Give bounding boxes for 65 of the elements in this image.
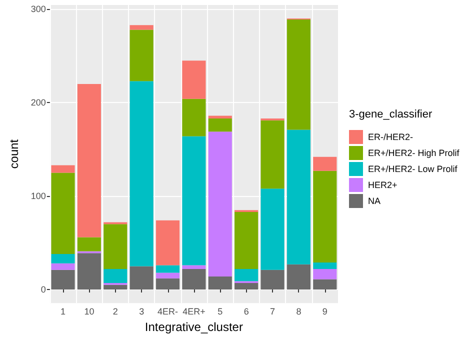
legend-title: 3-gene_classifier [349,108,432,120]
bar [130,25,154,30]
bar [313,262,337,269]
bar [182,265,206,269]
bar [104,224,128,269]
bar [286,264,310,290]
x-tick-label: 7 [270,306,276,317]
bar [260,270,284,290]
bar [208,116,232,119]
bar [182,268,206,290]
bar [260,188,284,270]
y-axis-title: count [7,138,21,169]
legend-label: ER-/HER2- [368,132,414,142]
bar [51,165,75,173]
x-tick-label: 4ER- [158,306,178,317]
x-tick-label: 10 [84,306,94,317]
x-tick-label: 6 [244,306,249,317]
bar [130,30,154,82]
legend-label: ER+/HER2- Low Prolif [368,164,458,174]
bar [234,268,258,282]
bar [208,118,232,132]
bar [182,98,206,136]
x-tick-label: 2 [112,306,118,317]
bar [286,130,310,264]
bar [156,278,180,290]
bar [313,279,337,290]
bar [77,237,101,252]
y-tick-label: 0 [40,284,46,295]
y-tick-label: 200 [30,98,46,108]
bar [182,60,206,99]
bar [77,84,101,238]
bar [156,265,180,273]
bar [182,136,206,266]
bar [51,263,75,270]
bar [51,172,75,254]
bar [286,19,310,130]
bar [130,81,154,266]
bar [156,272,180,278]
bar [260,120,284,189]
bar [104,268,128,284]
x-tick-label: 4ER+ [182,306,206,317]
legend-label: ER+/HER2- High Prolif [368,148,460,158]
legend-label: HER2+ [368,180,398,190]
bar [51,254,75,264]
x-axis-title: Integrative_cluster [144,320,243,334]
bar [51,270,75,290]
bar [130,266,154,290]
x-tick-label: 1 [60,306,66,317]
x-tick-label: 8 [296,306,302,317]
x-tick-label: 5 [218,306,223,317]
bar [104,284,128,290]
bar [156,220,180,266]
x-tick-label: 3 [139,306,144,317]
bar [313,170,337,262]
bar [234,212,258,269]
y-tick-label: 300 [30,4,46,14]
bar [208,132,232,276]
y-tick-label: 100 [30,191,46,202]
x-tick-label: 9 [322,306,328,317]
bar [313,268,337,280]
bar [313,156,337,171]
bar [77,253,101,290]
legend-label: NA [368,196,381,206]
bar [208,276,232,290]
bar [234,283,258,290]
